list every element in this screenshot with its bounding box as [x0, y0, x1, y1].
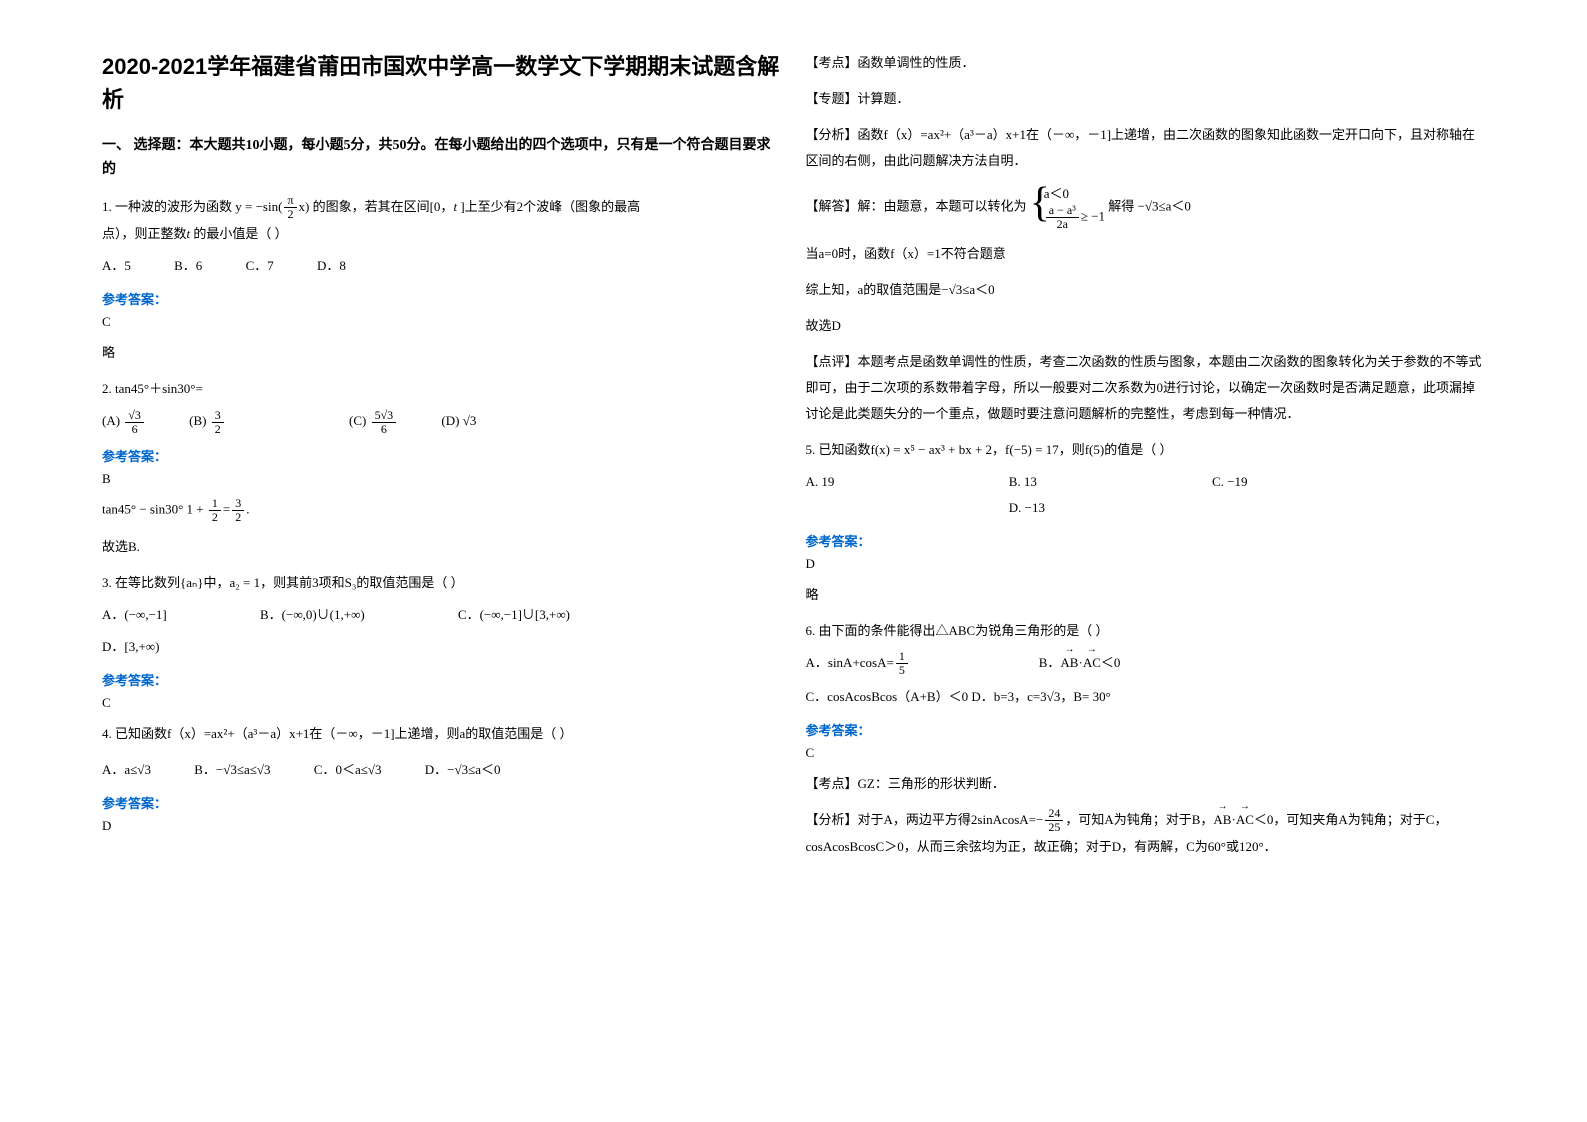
q1-text-e: 的最小值是（ ） — [193, 226, 287, 241]
q4-dianping: 【点评】本题考点是函数单调性的性质，考查二次函数的性质与图象，本题由二次函数的图… — [806, 349, 1486, 427]
question-1: 1. 一种波的波形为函数 y = −sin(π2x) 的图象，若其在区间[0，t… — [102, 194, 782, 280]
answer-label: 参考答案： — [806, 531, 1486, 550]
q6-opt-b: B．AB·AC＜0 — [1039, 650, 1121, 676]
q4-kaodian: 【考点】函数单调性的性质． — [806, 50, 1486, 76]
answer-label: 参考答案： — [806, 720, 1486, 739]
question-5: 5. 已知函数f(x) = x⁵ − ax³ + bx + 2，f(−5) = … — [806, 437, 1486, 521]
q5-options: A. 19 B. 13 C. −19 19 D. −13 — [806, 469, 1486, 521]
q5-answer: D — [806, 556, 1486, 572]
q5-opt-d: D. −13 — [1009, 495, 1045, 521]
q2-conclusion: 故选B. — [102, 534, 782, 560]
q6-kaodian: 【考点】GZ：三角形的形状判断． — [806, 771, 1486, 797]
q1-text-d: 点），则正整数 — [102, 226, 187, 241]
q6-answer: C — [806, 745, 1486, 761]
q4-fenxi: 【分析】函数f（x）=ax²+（a³－a）x+1在（－∞，－1]上递增，由二次函… — [806, 122, 1486, 174]
q4-opt-a: A．a≤√3 — [102, 757, 151, 783]
answer-label: 参考答案： — [102, 670, 782, 689]
q3-opt-a: A．(−∞,−1] — [102, 602, 167, 628]
q1-opt-a: A．5 — [102, 253, 131, 279]
q4-opt-c: C．0＜a≤√3 — [314, 757, 382, 783]
answer-label: 参考答案： — [102, 289, 782, 308]
question-4: 4. 已知函数f（x）=ax²+（a³－a）x+1在（－∞，－1]上递增，则a的… — [102, 721, 782, 783]
q4-zhuanti: 【专题】计算题． — [806, 86, 1486, 112]
q2-opt-a: (A) √36 — [102, 408, 146, 436]
q5-opt-b: B. 13 — [1009, 469, 1209, 495]
q1-answer: C — [102, 314, 782, 330]
q4-opt-d: D．−√3≤a＜0 — [425, 757, 501, 783]
q4-options: A．a≤√3 B．−√3≤a≤√3 C．0＜a≤√3 D．−√3≤a＜0 — [102, 757, 782, 783]
q3-options: A．(−∞,−1] B．(−∞,0)∪(1,+∞) C．(−∞,−1]∪[3,+… — [102, 602, 782, 628]
q6-opt-a: A．sinA+cosA=15 — [806, 650, 1036, 678]
q1-options: A．5 B．6 C．7 D．8 — [102, 253, 782, 279]
q6-text: 6. 由下面的条件能得出△ABC为锐角三角形的是（ ） — [806, 623, 1109, 638]
q6-options-2: C．cosAcosBcos（A+B）＜0 D．b=3，c=3√3，B= 30° — [806, 684, 1486, 710]
q2-text: 2. tan45°＋sin30°= — [102, 381, 203, 396]
q1-note: 略 — [102, 340, 782, 366]
answer-label: 参考答案： — [102, 446, 782, 465]
q2-answer: B — [102, 471, 782, 487]
q4-jieda-e: 综上知，a的取值范围是−√3≤a＜0 — [806, 277, 1486, 303]
q4-jieda-g: 故选D — [806, 313, 1486, 339]
q1-text-c: ]上至少有2个波峰（图象的最高 — [460, 199, 640, 214]
q4-jieda: 【解答】解：由题意，本题可以转化为 a＜0 a − a³2a≥ −1 解得 −√… — [806, 184, 1486, 231]
q3-opt-c: C．(−∞,−1]∪[3,+∞) — [458, 602, 570, 628]
q3-opt-b: B．(−∞,0)∪(1,+∞) — [260, 602, 365, 628]
q1-formula: y = −sin(π2x) — [235, 199, 312, 214]
q6-opt-d: b=3，c=3√3，B= 30° — [994, 689, 1111, 704]
q4-text: 4. 已知函数f（x）=ax²+（a³－a）x+1在（－∞，－1]上递增，则a的… — [102, 726, 573, 741]
q4-answer: D — [102, 818, 782, 834]
q6-opt-c: C．cosAcosBcos（A+B）＜0 D． — [806, 689, 994, 704]
right-column: 【考点】函数单调性的性质． 【专题】计算题． 【分析】函数f（x）=ax²+（a… — [794, 50, 1498, 1072]
q1-text-b: 的图象，若其在区间[0， — [313, 199, 454, 214]
q5-opt-c: C. −19 — [1212, 469, 1248, 495]
answer-label: 参考答案： — [102, 793, 782, 812]
q6-fenxi: 【分析】对于A，两边平方得2sinAcosA=−2425，可知A为钝角；对于B，… — [806, 807, 1486, 861]
q3-answer: C — [102, 695, 782, 711]
q1-text-a: 1. 一种波的波形为函数 — [102, 199, 232, 214]
q5-opt-a: A. 19 — [806, 469, 1006, 495]
q3-options-2: D．[3,+∞) — [102, 634, 782, 660]
q1-opt-c: C．7 — [246, 253, 274, 279]
q2-opt-b: (B) 32 — [189, 408, 226, 436]
q4-opt-b: B．−√3≤a≤√3 — [194, 757, 270, 783]
q3-opt-d: D．[3,+∞) — [102, 634, 159, 660]
exam-title: 2020-2021学年福建省莆田市国欢中学高一数学文下学期期末试题含解析 — [102, 50, 782, 116]
q4-jieda-d: 当a=0时，函数f（x）=1不符合题意 — [806, 241, 1486, 267]
q2-options: (A) √36 (B) 32 (C) 5√36 (D) √3 — [102, 408, 782, 436]
section-1-title: 一、 选择题：本大题共10小题，每小题5分，共50分。在每小题给出的四个选项中，… — [102, 134, 782, 182]
q2-opt-d: (D) √3 — [441, 408, 476, 434]
q1-opt-b: B．6 — [174, 253, 202, 279]
q2-work: tan45° − sin30° 1 + 12=32. — [102, 497, 782, 524]
q2-opt-c: (C) 5√36 — [349, 408, 398, 436]
left-column: 2020-2021学年福建省莆田市国欢中学高一数学文下学期期末试题含解析 一、 … — [90, 50, 794, 1072]
q5-note: 略 — [806, 582, 1486, 608]
brace-system: a＜0 a − a³2a≥ −1 — [1030, 184, 1105, 231]
question-2: 2. tan45°＋sin30°= (A) √36 (B) 32 (C) 5√3… — [102, 376, 782, 436]
question-3: 3. 在等比数列{aₙ}中，a₂ = 1，则其前3项和S₃的取值范围是（ ） A… — [102, 570, 782, 660]
question-6: 6. 由下面的条件能得出△ABC为锐角三角形的是（ ） A．sinA+cosA=… — [806, 618, 1486, 710]
q6-options-1: A．sinA+cosA=15 B．AB·AC＜0 — [806, 650, 1486, 678]
q1-opt-d: D．8 — [317, 253, 346, 279]
